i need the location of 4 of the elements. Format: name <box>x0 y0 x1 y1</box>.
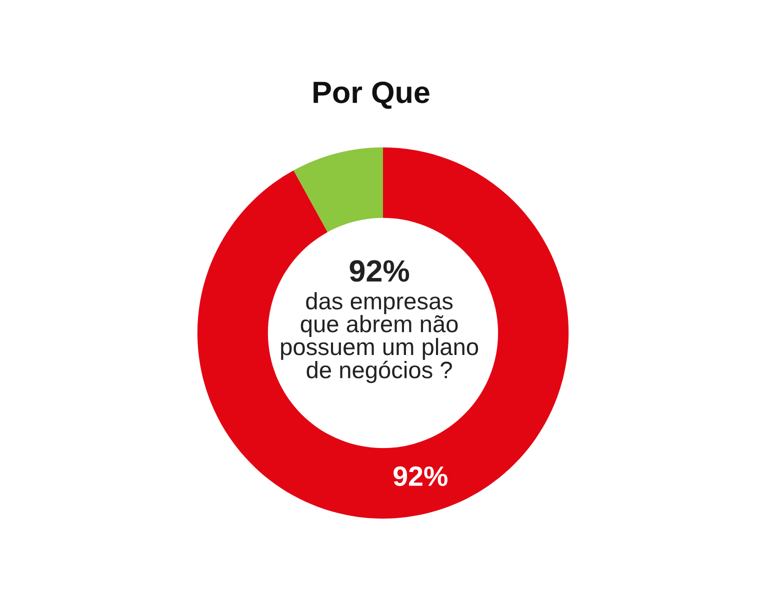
data-label: 92% <box>394 466 448 486</box>
text: 92% <box>350 260 410 282</box>
chart-title: Por Que <box>314 82 430 109</box>
text: das empresas que abrem não possuem um plano de negócios ? <box>281 292 478 384</box>
